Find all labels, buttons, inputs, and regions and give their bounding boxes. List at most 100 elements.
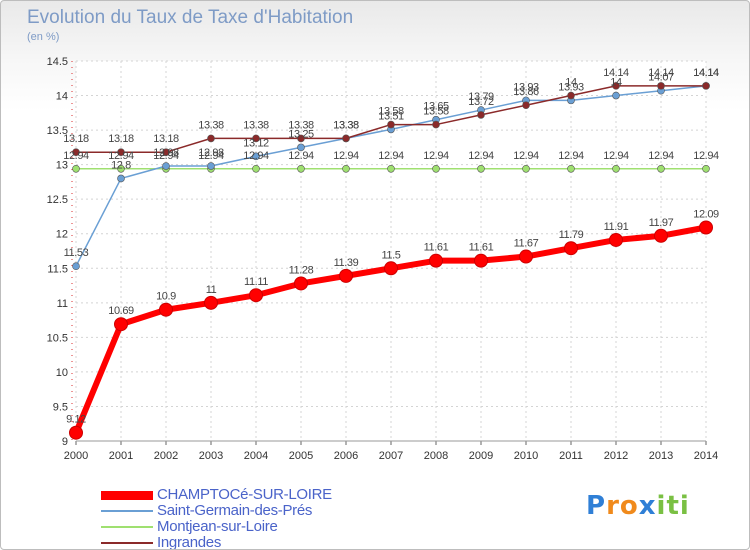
- data-point: [429, 253, 443, 268]
- x-tick-label: 2011: [559, 450, 583, 462]
- y-tick-label: 10: [56, 367, 68, 379]
- data-label: 14.14: [693, 67, 719, 79]
- x-tick-label: 2006: [334, 450, 358, 462]
- data-label: 12.94: [648, 150, 674, 162]
- x-tick-label: 2010: [514, 450, 538, 462]
- data-label: 13.25: [288, 128, 314, 140]
- y-tick-label: 13: [56, 160, 68, 172]
- data-point: [162, 148, 170, 156]
- data-label: 13.79: [468, 91, 494, 103]
- x-tick-label: 2008: [424, 450, 448, 462]
- x-tick-label: 2000: [64, 450, 88, 462]
- logo-letter: i: [679, 491, 690, 521]
- data-label: 12.94: [378, 150, 404, 162]
- legend-swatch: [101, 490, 153, 500]
- logo-letter: r: [606, 491, 620, 521]
- legend-swatch: [101, 526, 153, 528]
- y-tick-label: 12.5: [47, 194, 68, 206]
- data-label: 11.28: [289, 264, 314, 276]
- data-point: [564, 241, 578, 256]
- x-tick-label: 2003: [199, 450, 223, 462]
- data-point: [567, 91, 575, 100]
- data-point: [474, 253, 488, 268]
- logo-letter: P: [586, 491, 607, 521]
- data-point: [207, 134, 215, 143]
- data-labels: 12.94 12.94 12.94 12.94 12.94 12.94 12.94 12.94…: [63, 67, 719, 426]
- data-point: [252, 152, 260, 161]
- data-point: [477, 164, 485, 173]
- data-label: 13.86: [513, 86, 539, 98]
- data-point: [699, 220, 713, 235]
- data-point: [702, 164, 710, 173]
- data-label: 12.94: [63, 150, 89, 162]
- data-label: 11.61: [424, 242, 449, 254]
- data-point: [249, 288, 263, 303]
- y-tick-label: 13.5: [47, 125, 68, 137]
- y-tick-label: 10.5: [47, 332, 68, 344]
- data-point: [519, 249, 533, 264]
- data-label: 12.94: [153, 150, 179, 162]
- data-label: 13.38: [288, 119, 314, 131]
- data-label: 11.67: [514, 238, 539, 250]
- data-point: [297, 134, 305, 143]
- data-label: 11.79: [559, 229, 584, 241]
- y-tick-label: 11.5: [47, 263, 68, 275]
- data-point: [339, 268, 353, 283]
- y-tick-label: 11: [57, 298, 68, 310]
- data-point: [72, 262, 80, 271]
- data-point: [387, 164, 395, 173]
- data-label: 14.14: [693, 67, 719, 79]
- data-point: [384, 261, 398, 276]
- data-label: 13.58: [423, 106, 449, 118]
- data-label: 11.5: [382, 249, 401, 261]
- legend-label: Montjean-sur-Loire: [157, 518, 278, 535]
- x-tick-label: 2009: [469, 450, 493, 462]
- data-label: 13.72: [468, 96, 494, 108]
- chart-title: Evolution du Taux de Taxe d'Habitation: [27, 7, 354, 28]
- data-label: 13.18: [63, 133, 89, 145]
- data-point: [252, 134, 260, 143]
- data-label: 13.18: [153, 133, 179, 145]
- y-tick-label: 12: [56, 229, 68, 241]
- data-label: 14: [610, 77, 622, 89]
- y-tick-label: 9.5: [53, 401, 68, 413]
- data-label: 13.18: [108, 133, 134, 145]
- x-tick-label: 2001: [109, 450, 133, 462]
- data-point: [432, 120, 440, 129]
- data-label: 12.98: [198, 147, 224, 159]
- x-tick-label: 2012: [604, 450, 628, 462]
- data-point: [342, 134, 350, 143]
- data-point: [72, 164, 80, 173]
- data-label: 11: [206, 284, 217, 296]
- data-point: [117, 174, 125, 183]
- data-label: 13.93: [513, 81, 539, 93]
- data-point: [342, 164, 350, 173]
- legend-label: Ingrandes: [157, 534, 222, 550]
- x-tick-label: 2002: [154, 450, 178, 462]
- data-point: [432, 164, 440, 173]
- data-label: 13.51: [378, 110, 404, 122]
- data-label: 11.11: [244, 276, 268, 288]
- data-label: 12.94: [603, 150, 629, 162]
- x-tick-label: 2005: [289, 450, 313, 462]
- data-point: [294, 276, 308, 291]
- data-label: 11.61: [469, 242, 494, 254]
- data-point: [612, 82, 620, 90]
- data-label: 14: [565, 77, 577, 89]
- data-point: [297, 164, 305, 173]
- data-label: 13.38: [333, 119, 359, 131]
- data-label: 13.38: [243, 119, 269, 131]
- data-point: [522, 164, 530, 173]
- data-label: 13.58: [378, 106, 404, 118]
- data-point: [162, 162, 170, 170]
- data-label: 12.94: [468, 150, 494, 162]
- data-point: [567, 164, 575, 173]
- y-tick-label: 9: [62, 436, 68, 448]
- data-point: [252, 164, 260, 173]
- data-label: 12.94: [423, 150, 449, 162]
- data-label: 12.94: [198, 150, 224, 162]
- x-tick-label: 2004: [244, 450, 268, 462]
- data-label: 12.98: [153, 147, 179, 159]
